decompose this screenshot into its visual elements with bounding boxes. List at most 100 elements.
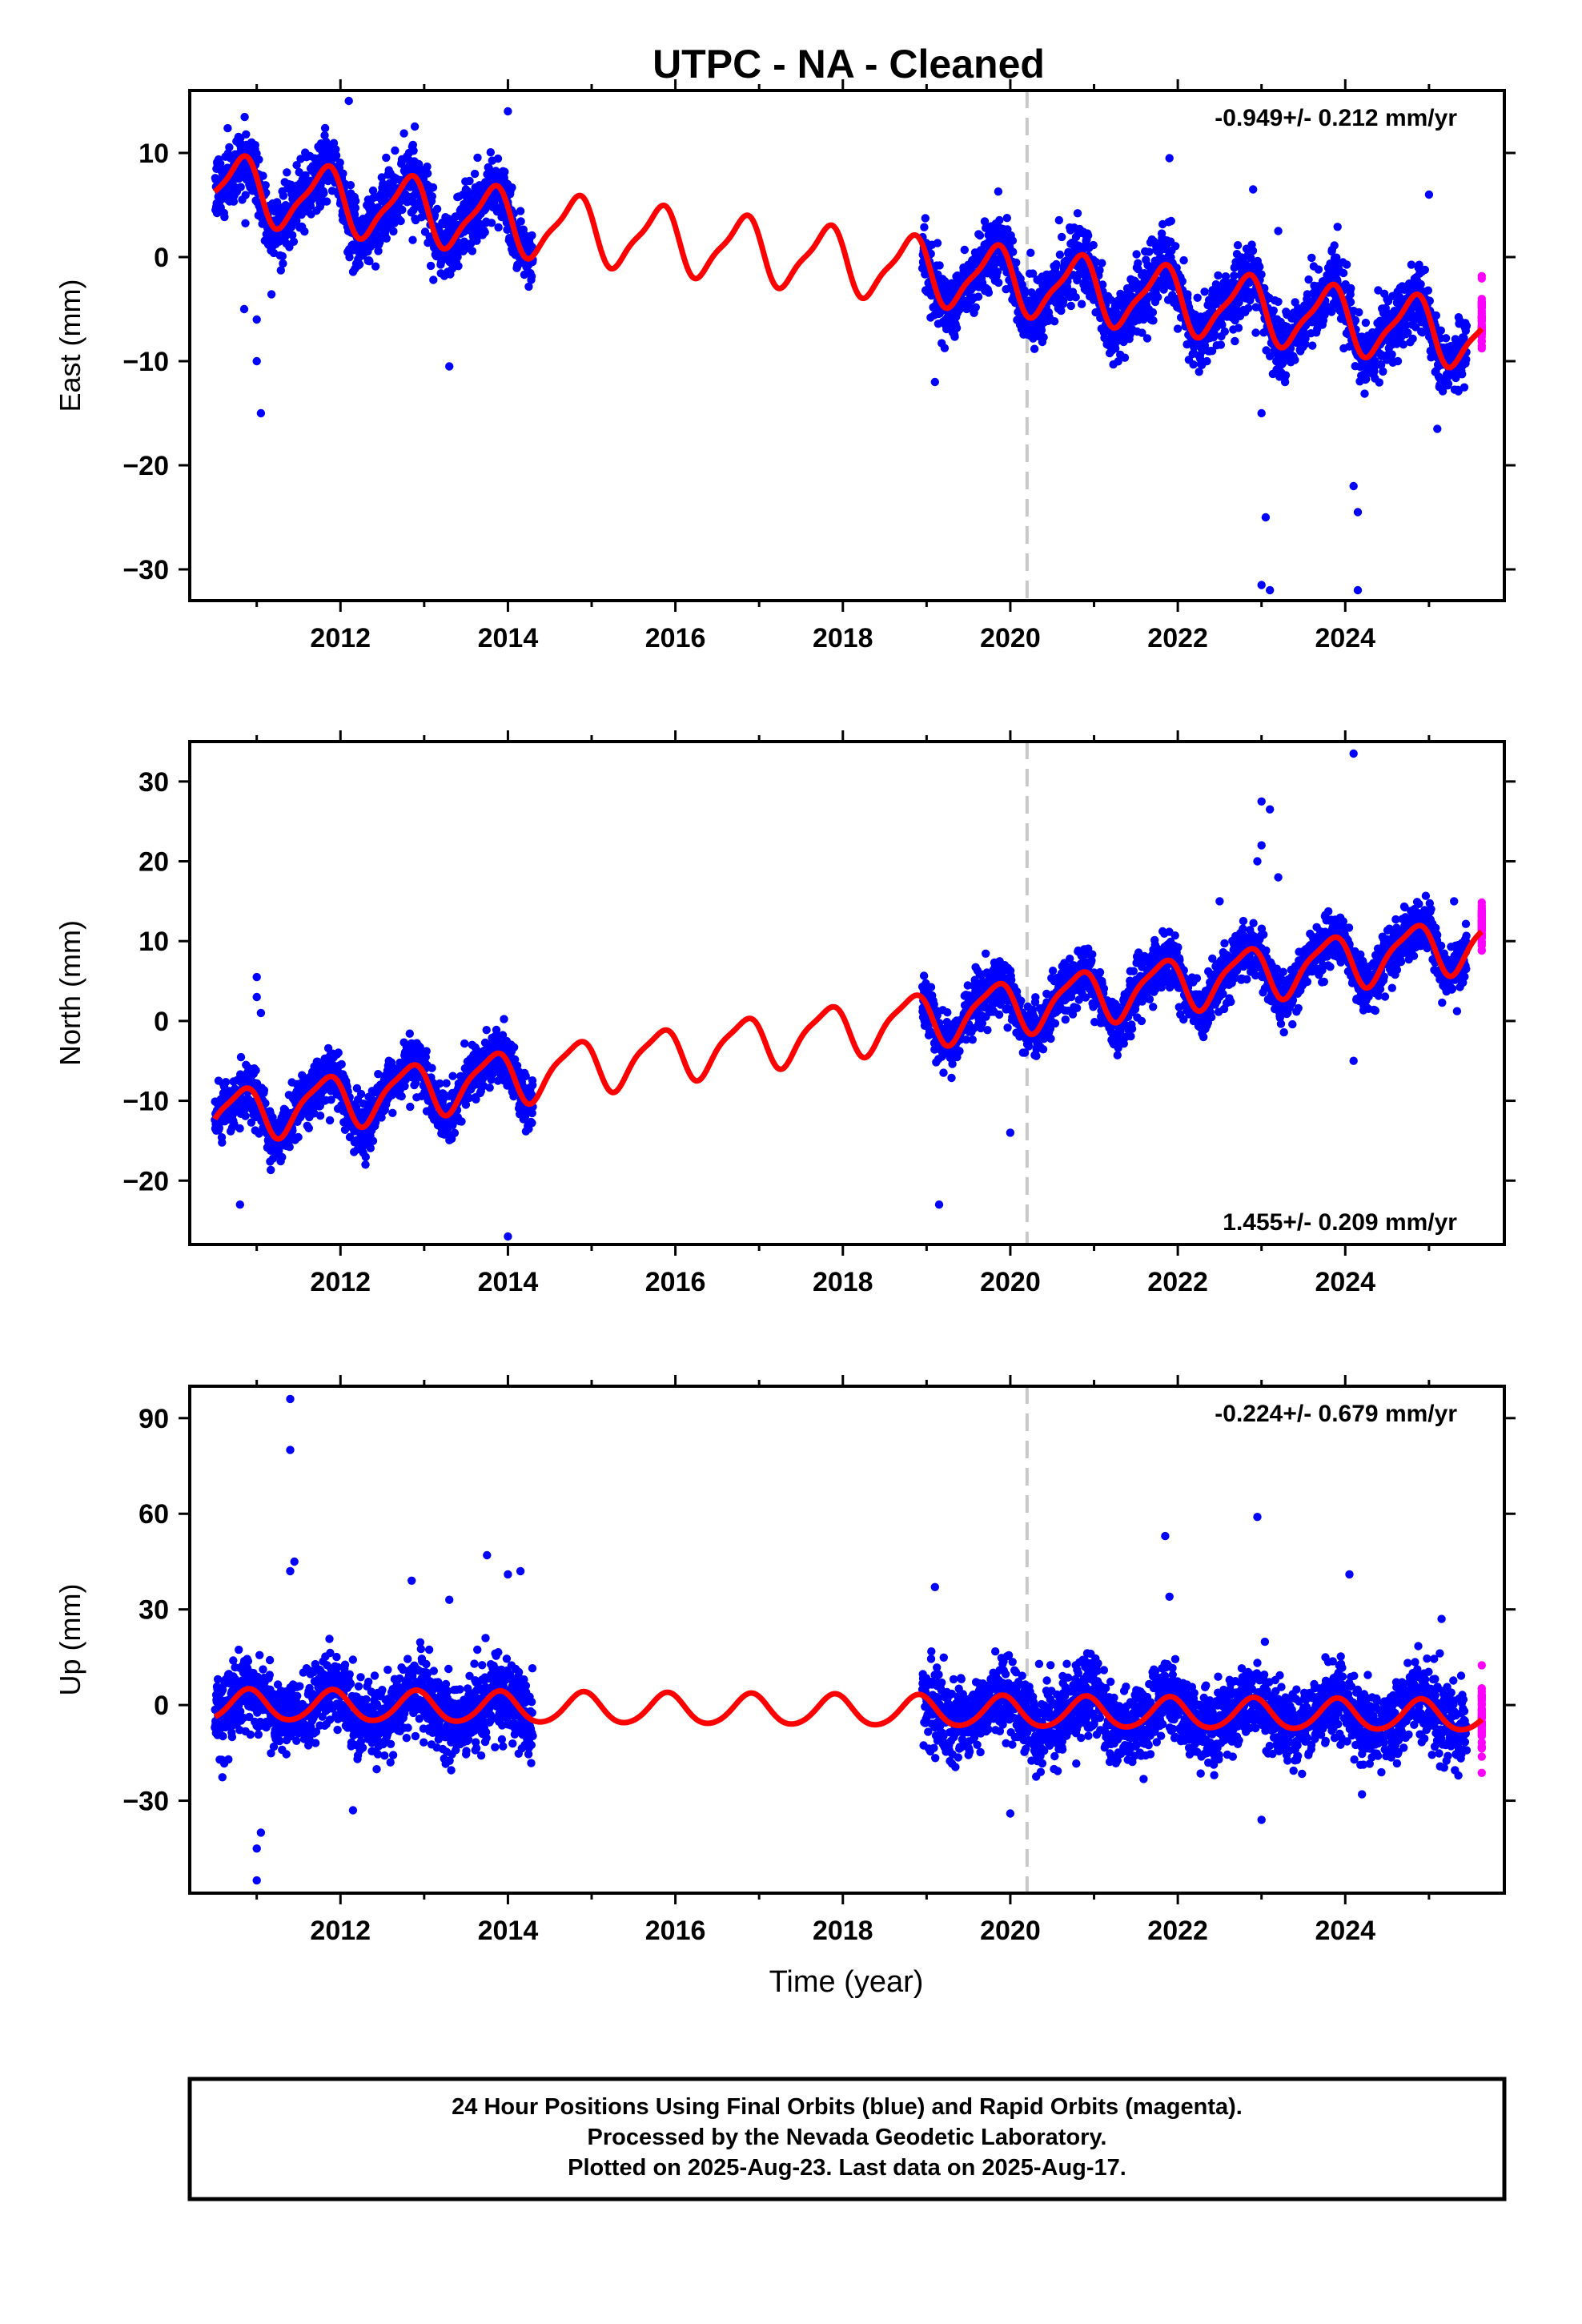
data-point bbox=[1281, 371, 1291, 380]
data-point bbox=[368, 1136, 378, 1145]
outlier-point bbox=[1249, 185, 1258, 194]
data-point bbox=[279, 191, 288, 200]
data-point bbox=[267, 290, 276, 299]
data-point bbox=[1251, 328, 1260, 337]
data-point bbox=[1393, 356, 1403, 366]
data-point bbox=[473, 153, 482, 163]
data-point bbox=[334, 1048, 343, 1057]
data-point bbox=[285, 1143, 294, 1152]
data-point bbox=[1269, 306, 1279, 315]
data-point bbox=[494, 223, 503, 232]
data-point bbox=[1073, 209, 1082, 218]
data-point bbox=[1183, 290, 1192, 299]
data-point bbox=[259, 171, 267, 180]
data-point bbox=[528, 231, 536, 240]
data-point bbox=[1339, 268, 1348, 278]
data-point bbox=[1012, 258, 1021, 267]
data-point bbox=[994, 278, 1003, 287]
data-point bbox=[1179, 255, 1188, 265]
data-point bbox=[1327, 308, 1336, 316]
data-point bbox=[1420, 265, 1430, 275]
data-point bbox=[251, 1066, 260, 1075]
data-point bbox=[995, 215, 1004, 225]
rapid-point bbox=[1477, 313, 1487, 322]
rapid-point bbox=[1477, 271, 1487, 280]
data-point bbox=[1379, 367, 1387, 376]
outlier-point bbox=[504, 107, 512, 116]
data-point bbox=[1408, 334, 1417, 344]
outlier-point bbox=[1257, 408, 1266, 418]
data-point bbox=[448, 1072, 457, 1080]
data-point bbox=[950, 332, 959, 341]
data-point bbox=[1361, 318, 1371, 328]
data-point bbox=[516, 207, 525, 215]
data-point bbox=[1314, 265, 1323, 274]
data-point bbox=[935, 261, 944, 270]
data-point bbox=[1441, 334, 1451, 343]
outlier-point bbox=[1353, 585, 1363, 595]
data-point bbox=[1248, 246, 1258, 255]
data-point bbox=[337, 1059, 346, 1069]
data-point bbox=[1002, 214, 1012, 223]
data-point bbox=[278, 1152, 287, 1162]
x-tick-label: 2016 bbox=[645, 623, 706, 653]
data-point bbox=[1462, 321, 1472, 331]
x-tick-label: 2018 bbox=[813, 623, 873, 653]
outlier-point bbox=[1266, 585, 1275, 595]
data-point bbox=[283, 168, 291, 177]
outlier-point bbox=[1165, 154, 1174, 163]
data-point bbox=[984, 288, 994, 297]
outlier-point bbox=[252, 315, 261, 324]
data-point bbox=[426, 261, 436, 271]
data-point bbox=[346, 181, 355, 190]
data-point bbox=[516, 217, 525, 226]
data-point bbox=[388, 1108, 397, 1118]
data-point bbox=[485, 1084, 494, 1092]
data-point bbox=[267, 1165, 275, 1175]
data-point bbox=[1020, 286, 1029, 295]
data-point bbox=[325, 1116, 335, 1125]
data-point bbox=[940, 344, 950, 352]
data-point bbox=[1330, 241, 1339, 250]
data-point bbox=[1407, 260, 1416, 269]
data-point bbox=[1360, 389, 1369, 398]
north-panel: 2012 2014 2016 2018 2020 2022 20243020100−10−2… bbox=[54, 730, 1516, 1297]
y-tick-label: 0 bbox=[154, 243, 169, 273]
data-point bbox=[365, 257, 374, 266]
data-point bbox=[1216, 340, 1226, 349]
outlier-point bbox=[1349, 481, 1358, 491]
outlier-point bbox=[930, 377, 940, 387]
data-point bbox=[279, 259, 287, 268]
data-point bbox=[301, 171, 310, 180]
rapid-point bbox=[1477, 295, 1487, 304]
data-point bbox=[391, 146, 400, 155]
data-point bbox=[241, 1112, 250, 1120]
figure-title: UTPC - NA - Cleaned bbox=[652, 42, 1045, 86]
data-point bbox=[1458, 370, 1467, 379]
data-point bbox=[377, 173, 386, 182]
data-point bbox=[319, 189, 328, 198]
data-point bbox=[410, 122, 420, 131]
data-point bbox=[236, 183, 245, 191]
data-point bbox=[355, 260, 364, 269]
rapid-orbit-points bbox=[1477, 271, 1487, 353]
y-tick-label: −30 bbox=[122, 555, 169, 585]
data-point bbox=[1026, 248, 1035, 257]
data-point bbox=[320, 123, 330, 133]
data-point bbox=[292, 161, 301, 170]
outlier-point bbox=[256, 408, 266, 418]
data-point bbox=[1193, 293, 1202, 302]
data-point bbox=[1333, 223, 1342, 231]
data-point bbox=[480, 227, 489, 237]
x-tick-label: 2022 bbox=[1147, 623, 1208, 653]
data-point bbox=[1084, 231, 1093, 240]
data-point bbox=[223, 123, 232, 133]
data-point bbox=[361, 1160, 370, 1169]
data-point bbox=[1166, 216, 1176, 226]
data-point bbox=[1291, 356, 1299, 364]
data-point bbox=[1342, 260, 1351, 269]
data-point bbox=[500, 167, 509, 176]
data-point bbox=[405, 1029, 414, 1038]
data-point bbox=[1233, 241, 1243, 250]
data-point bbox=[276, 266, 285, 275]
